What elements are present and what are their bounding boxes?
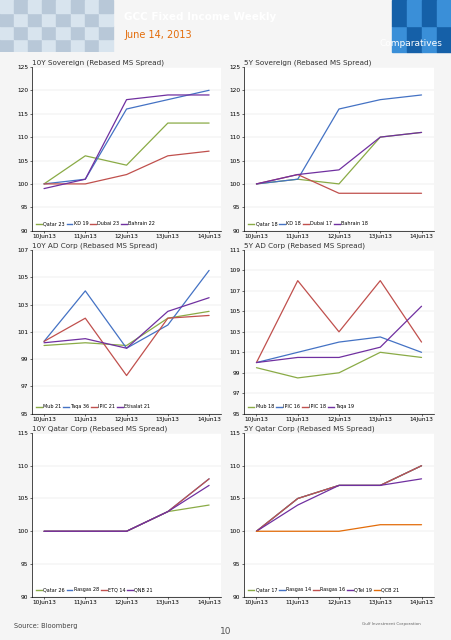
FancyBboxPatch shape <box>98 40 113 52</box>
FancyBboxPatch shape <box>0 26 14 40</box>
Legend: Qatar 23, KD 19, Dubai 23, Bahrain 22: Qatar 23, KD 19, Dubai 23, Bahrain 22 <box>34 220 157 228</box>
FancyBboxPatch shape <box>28 0 42 13</box>
FancyBboxPatch shape <box>14 0 28 13</box>
Text: 5Y Qatar Corp (Rebased MS Spread): 5Y Qatar Corp (Rebased MS Spread) <box>244 425 374 432</box>
Legend: Qatar 18, KD 18, Dubai 17, Bahrain 18: Qatar 18, KD 18, Dubai 17, Bahrain 18 <box>246 220 369 228</box>
FancyBboxPatch shape <box>421 0 436 26</box>
Text: June 14, 2013: June 14, 2013 <box>124 31 191 40</box>
FancyBboxPatch shape <box>0 40 14 52</box>
Legend: Qatar 26, Rasgas 28, ETQ 14, QNB 21: Qatar 26, Rasgas 28, ETQ 14, QNB 21 <box>34 586 155 595</box>
Text: 10: 10 <box>220 627 231 636</box>
FancyBboxPatch shape <box>436 0 451 26</box>
Text: 10Y Qatar Corp (Rebased MS Spread): 10Y Qatar Corp (Rebased MS Spread) <box>32 425 166 432</box>
FancyBboxPatch shape <box>28 40 42 52</box>
FancyBboxPatch shape <box>406 26 421 52</box>
FancyBboxPatch shape <box>56 40 70 52</box>
FancyBboxPatch shape <box>84 26 98 40</box>
FancyBboxPatch shape <box>98 13 113 26</box>
Legend: Qatar 17, Rasgas 14, Rasgas 16, QTel 19, QCB 21: Qatar 17, Rasgas 14, Rasgas 16, QTel 19,… <box>246 586 400 595</box>
FancyBboxPatch shape <box>14 13 28 26</box>
FancyBboxPatch shape <box>0 13 14 26</box>
Text: 10Y AD Corp (Rebased MS Spread): 10Y AD Corp (Rebased MS Spread) <box>32 242 157 249</box>
FancyBboxPatch shape <box>42 26 56 40</box>
FancyBboxPatch shape <box>84 0 98 13</box>
FancyBboxPatch shape <box>56 13 70 26</box>
FancyBboxPatch shape <box>84 13 98 26</box>
FancyBboxPatch shape <box>42 40 56 52</box>
FancyBboxPatch shape <box>70 26 84 40</box>
FancyBboxPatch shape <box>391 0 406 26</box>
Legend: Mub 18, IPIC 16, IPIC 18, Taqa 19: Mub 18, IPIC 16, IPIC 18, Taqa 19 <box>246 403 355 412</box>
FancyBboxPatch shape <box>42 13 56 26</box>
FancyBboxPatch shape <box>70 40 84 52</box>
FancyBboxPatch shape <box>28 26 42 40</box>
Legend: Mub 21, Taqa 36, IPIC 21, Etisalat 21: Mub 21, Taqa 36, IPIC 21, Etisalat 21 <box>34 403 152 412</box>
FancyBboxPatch shape <box>0 0 14 13</box>
FancyBboxPatch shape <box>70 0 84 13</box>
FancyBboxPatch shape <box>84 40 98 52</box>
Text: Gulf Investment Corporation: Gulf Investment Corporation <box>361 622 419 626</box>
FancyBboxPatch shape <box>14 26 28 40</box>
FancyBboxPatch shape <box>14 40 28 52</box>
Text: 5Y AD Corp (Rebased MS Spread): 5Y AD Corp (Rebased MS Spread) <box>244 242 364 249</box>
FancyBboxPatch shape <box>42 0 56 13</box>
FancyBboxPatch shape <box>421 26 436 52</box>
FancyBboxPatch shape <box>391 26 406 52</box>
FancyBboxPatch shape <box>70 13 84 26</box>
Text: 10Y Sovereign (Rebased MS Spread): 10Y Sovereign (Rebased MS Spread) <box>32 59 163 66</box>
FancyBboxPatch shape <box>98 26 113 40</box>
FancyBboxPatch shape <box>56 26 70 40</box>
Text: Source: Bloomberg: Source: Bloomberg <box>14 623 77 630</box>
Text: GCC Fixed Income Weekly: GCC Fixed Income Weekly <box>124 12 276 22</box>
FancyBboxPatch shape <box>56 0 70 13</box>
Text: Comparatives: Comparatives <box>378 40 441 49</box>
FancyBboxPatch shape <box>406 0 421 26</box>
FancyBboxPatch shape <box>436 26 451 52</box>
Text: 5Y Sovereign (Rebased MS Spread): 5Y Sovereign (Rebased MS Spread) <box>244 59 371 66</box>
FancyBboxPatch shape <box>28 13 42 26</box>
FancyBboxPatch shape <box>98 0 113 13</box>
